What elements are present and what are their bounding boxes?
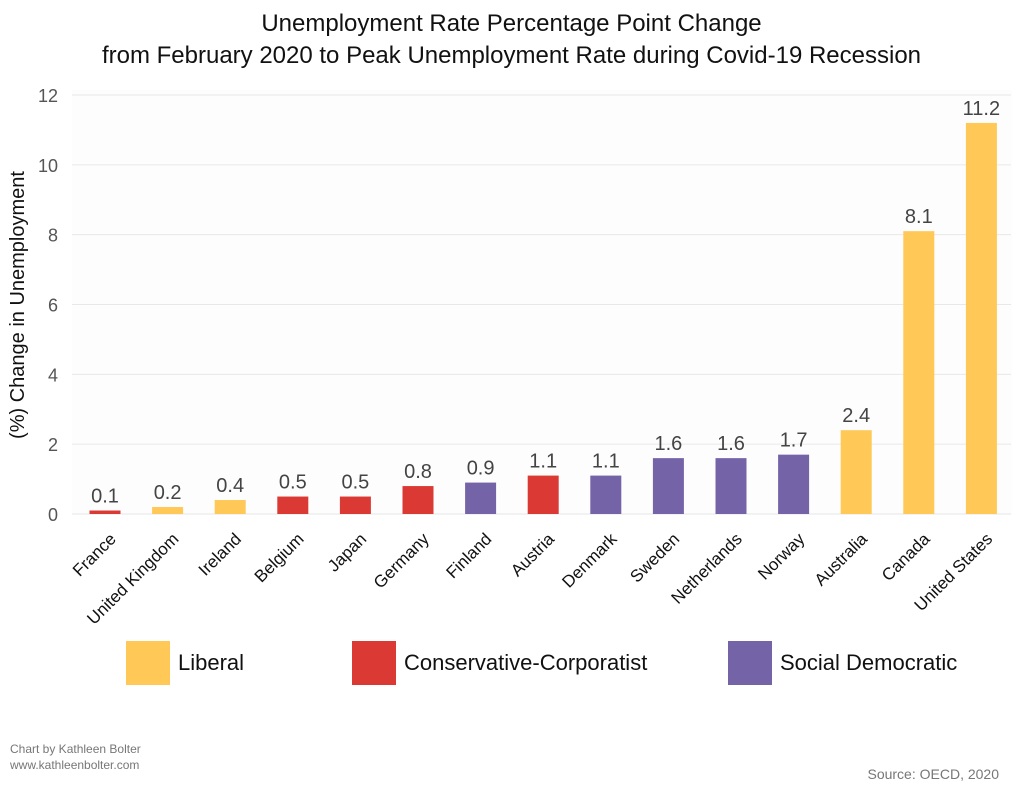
- legend-label: Conservative-Corporatist: [404, 650, 648, 675]
- y-tick-label: 2: [48, 435, 58, 455]
- legend-item-conservative-corporatist: Conservative-Corporatist: [352, 641, 647, 685]
- x-tick-label: Ireland: [195, 529, 245, 579]
- value-label: 1.7: [780, 430, 808, 452]
- bar: [965, 122, 997, 514]
- bar: [214, 500, 246, 514]
- x-tick-label: Austria: [507, 529, 558, 580]
- y-tick-label: 12: [38, 86, 58, 106]
- bar: [778, 454, 810, 514]
- x-tick-label: France: [69, 529, 120, 580]
- value-label: 1.6: [654, 433, 682, 455]
- value-label: 8.1: [905, 206, 933, 228]
- value-label: 0.2: [154, 482, 182, 504]
- x-tick-label: Canada: [878, 529, 934, 585]
- bar: [89, 510, 121, 514]
- legend-swatch-social-democratic: [728, 641, 772, 685]
- value-label: 0.5: [279, 472, 307, 494]
- bar: [840, 430, 872, 514]
- bar: [903, 231, 935, 515]
- value-label: 0.5: [341, 472, 369, 494]
- bar: [715, 458, 747, 514]
- y-tick-labels: 0 2 4 6 8 10 12: [38, 86, 58, 525]
- x-tick-label: Australia: [811, 529, 872, 590]
- source-note: Source: OECD, 2020: [867, 766, 999, 782]
- legend-label: Liberal: [178, 650, 245, 675]
- y-tick-label: 6: [48, 296, 58, 316]
- bar-chart: 0 2 4 6 8 10 12 0.1 0.2 0.4 0.5 0.5 0.8 0.9 1.1 1.1 1.6…: [7, 86, 1012, 628]
- value-label: 0.4: [216, 475, 244, 497]
- x-tick-label: Sweden: [626, 529, 683, 586]
- bar: [339, 496, 371, 514]
- bar: [527, 475, 559, 514]
- y-tick-label: 4: [48, 365, 58, 385]
- x-tick-label: Belgium: [251, 529, 308, 586]
- y-tick-label: 10: [38, 156, 58, 176]
- chart-subtitle: from February 2020 to Peak Unemployment …: [101, 42, 922, 69]
- y-tick-label: 8: [48, 226, 58, 246]
- value-label: 1.6: [717, 433, 745, 455]
- value-labels: 0.1 0.2 0.4 0.5 0.5 0.8 0.9 1.1 1.1 1.6 1.6 1.7 2.4 8…: [91, 98, 1000, 508]
- value-label: 0.9: [467, 458, 495, 480]
- y-tick-label: 0: [48, 505, 58, 525]
- x-tick-label: Norway: [754, 529, 809, 584]
- value-label: 2.4: [842, 405, 870, 427]
- bar: [652, 458, 684, 514]
- bar: [152, 507, 184, 514]
- chart-title: Unemployment Rate Percentage Point Chang…: [261, 10, 762, 37]
- value-label: 0.8: [404, 461, 432, 483]
- value-label: 1.1: [529, 451, 557, 473]
- bar: [277, 496, 309, 514]
- bar: [465, 482, 497, 514]
- y-axis-label: (%) Change in Unemployment: [7, 171, 29, 439]
- x-tick-label: Japan: [324, 529, 370, 575]
- legend-item-social-democratic: Social Democratic: [728, 641, 957, 685]
- value-label: 0.1: [91, 486, 119, 508]
- x-tick-label: Denmark: [558, 529, 621, 592]
- x-tick-label: Finland: [443, 529, 496, 582]
- x-tick-label: Germany: [370, 529, 433, 592]
- legend-label: Social Democratic: [780, 650, 958, 675]
- bars: [89, 122, 997, 515]
- legend-swatch-liberal: [126, 641, 170, 685]
- bar: [402, 486, 434, 514]
- legend-swatch-conservative-corporatist: [352, 641, 396, 685]
- author-credit: Chart by Kathleen Bolter: [10, 742, 141, 756]
- website-link[interactable]: www.kathleenbolter.com: [10, 758, 140, 772]
- legend-item-liberal: Liberal: [126, 641, 244, 685]
- bar: [590, 475, 622, 514]
- value-label: 11.2: [963, 98, 1000, 120]
- value-label: 1.1: [592, 451, 620, 473]
